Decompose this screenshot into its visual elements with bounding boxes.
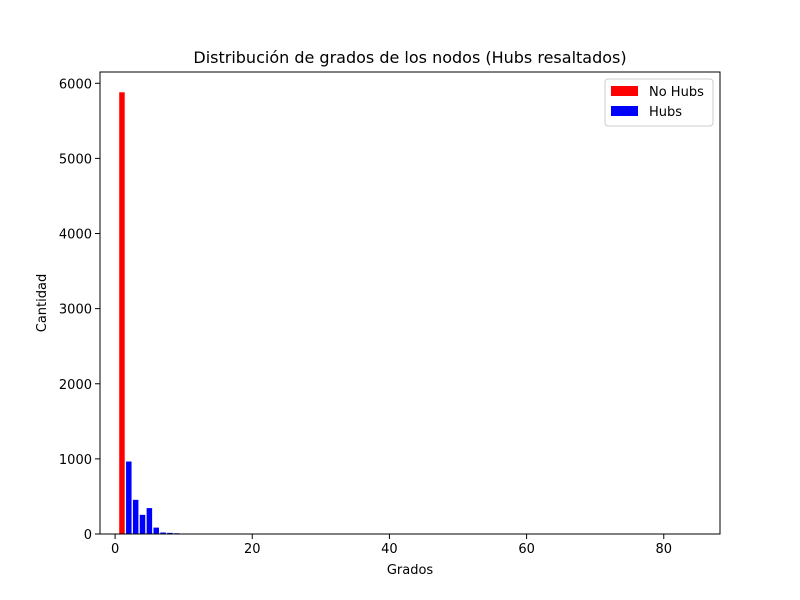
y-tick-label-4000: 4000 [59, 228, 92, 243]
bar-hubs-5 [160, 532, 166, 534]
y-axis-label: Cantidad [35, 274, 50, 332]
y-tick-label-5000: 5000 [59, 152, 92, 167]
y-tick-label-2000: 2000 [59, 378, 92, 393]
legend: No Hubs Hubs [604, 78, 714, 127]
y-tick-label-0: 0 [84, 528, 92, 543]
legend-label-hubs: Hubs [649, 105, 682, 120]
x-axis-label: Grados [387, 563, 434, 578]
legend-swatch-hubs [611, 106, 638, 116]
x-tick-label-20: 20 [244, 542, 261, 557]
bar-no-hubs-0 [119, 92, 125, 534]
plot-frame [99, 71, 721, 535]
x-tick-label-40: 40 [381, 542, 398, 557]
bar-hubs-1 [132, 499, 139, 534]
bar-hubs-0 [126, 461, 132, 534]
chart-title: Distribución de grados de los nodos (Hub… [193, 48, 626, 67]
bar-hubs-3 [146, 508, 153, 534]
y-axis: 0 1000 2000 3000 4000 5000 6000 [59, 77, 100, 543]
bar-hubs-4 [153, 527, 159, 534]
x-tick-label-0: 0 [111, 542, 119, 557]
bar-hubs-6 [167, 532, 173, 534]
legend-swatch-no-hubs [611, 86, 638, 96]
x-axis: 0 20 40 60 80 [111, 534, 672, 557]
y-tick-label-1000: 1000 [59, 453, 92, 468]
x-tick-label-60: 60 [518, 542, 535, 557]
y-tick-label-3000: 3000 [59, 303, 92, 318]
y-tick-label-6000: 6000 [59, 77, 92, 92]
bars-layer [119, 92, 180, 534]
legend-label-no-hubs: No Hubs [649, 85, 704, 100]
bar-hubs-2 [139, 514, 146, 534]
x-tick-label-80: 80 [655, 542, 672, 557]
